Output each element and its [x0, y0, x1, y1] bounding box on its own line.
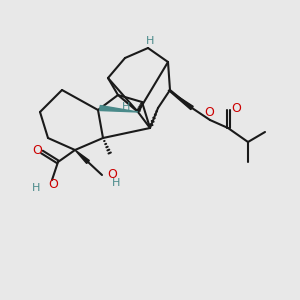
Text: O: O [231, 101, 241, 115]
Polygon shape [100, 106, 138, 112]
Text: H: H [32, 183, 40, 193]
Text: H: H [146, 36, 154, 46]
Text: H: H [112, 178, 120, 188]
Text: O: O [107, 167, 117, 181]
Polygon shape [168, 90, 193, 110]
Polygon shape [75, 150, 89, 164]
Text: O: O [32, 145, 42, 158]
Text: O: O [48, 178, 58, 190]
Text: H: H [122, 102, 130, 112]
Text: O: O [204, 106, 214, 119]
